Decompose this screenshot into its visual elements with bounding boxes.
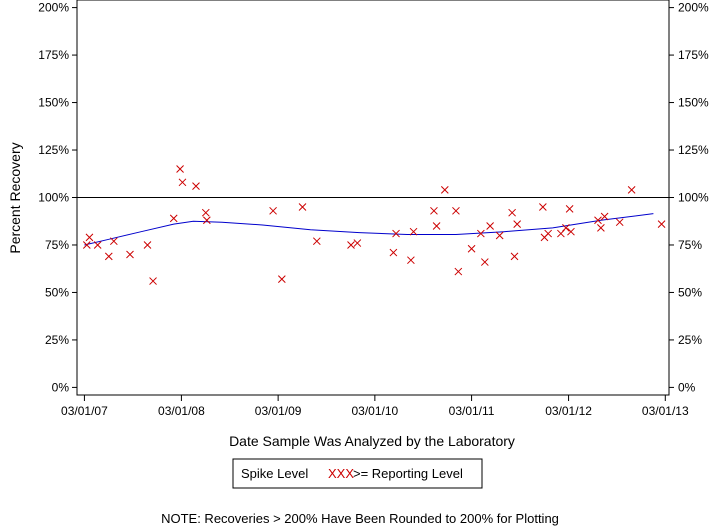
legend-symbol: XXX [328, 466, 354, 481]
data-point [454, 267, 463, 276]
data-point [544, 229, 553, 238]
data-point [201, 208, 210, 217]
data-point [126, 250, 134, 259]
x-tick-label: 03/01/11 [449, 404, 495, 418]
x-tick-label: 03/01/07 [61, 404, 108, 418]
data-point [149, 277, 157, 285]
y-tick-label-left: 0% [52, 380, 70, 394]
data-point [495, 231, 504, 240]
data-point [657, 220, 666, 228]
y-tick-label-left: 150% [38, 96, 69, 110]
data-point [627, 186, 636, 194]
data-point [565, 205, 574, 213]
data-point [600, 212, 609, 221]
data-point [486, 222, 494, 230]
y-tick-label-left: 50% [45, 285, 69, 299]
y-tick-label-right: 50% [678, 285, 702, 299]
data-point [513, 220, 522, 228]
y-ticks-left: 0% 25% 50% 75% 100% 125% 150% 175% 200% [38, 1, 77, 394]
data-point [597, 224, 605, 232]
x-tick-label: 03/01/09 [255, 404, 302, 418]
data-point [562, 224, 570, 232]
legend-entry-label: >= Reporting Level [353, 466, 463, 481]
x-tick-label: 03/01/08 [158, 404, 205, 418]
y-tick-label-right: 200% [678, 1, 709, 15]
data-point [277, 275, 286, 284]
x-tick-label: 03/01/12 [545, 404, 592, 418]
data-point [467, 244, 476, 253]
data-points [82, 165, 666, 285]
data-point [82, 241, 91, 249]
data-point [594, 216, 602, 225]
data-point [202, 216, 211, 225]
trend-line [84, 213, 654, 246]
data-point [176, 165, 184, 173]
data-point [508, 208, 516, 217]
y-tick-label-left: 75% [45, 238, 69, 252]
y-tick-label-right: 25% [678, 333, 702, 347]
data-point [476, 229, 485, 238]
data-point [178, 178, 187, 187]
data-point [480, 258, 489, 266]
data-point [392, 229, 400, 238]
plot-note: NOTE: Recoveries > 200% Have Been Rounde… [161, 511, 559, 526]
x-tick-label: 03/01/13 [642, 404, 689, 418]
legend: Spike Level XXX >= Reporting Level [232, 458, 483, 489]
y-ticks-right: 0% 25% 50% 75% 100% 125% 150% 175% 200% [669, 1, 709, 394]
data-point [539, 203, 547, 211]
y-tick-label-left: 200% [38, 1, 69, 15]
data-point [432, 222, 441, 230]
data-point [298, 203, 307, 211]
data-point [615, 218, 624, 227]
y-axis-title: Percent Recovery [7, 142, 23, 253]
data-point [143, 241, 152, 249]
data-point [510, 252, 519, 261]
x-ticks: 03/01/07 03/01/08 03/01/09 03/01/10 03/01/11… [61, 395, 689, 418]
data-point [567, 227, 575, 236]
data-point [407, 256, 415, 265]
y-tick-label-left: 100% [38, 191, 69, 205]
x-tick-label: 03/01/10 [351, 404, 398, 418]
data-point [409, 227, 418, 236]
data-point [85, 233, 94, 242]
data-point [347, 241, 355, 249]
data-point [430, 206, 438, 215]
data-point [389, 248, 398, 257]
x-axis-title: Date Sample Was Analyzed by the Laborato… [229, 433, 515, 449]
data-point [104, 252, 113, 261]
data-point [93, 241, 102, 249]
y-tick-label-right: 0% [678, 380, 696, 394]
data-point [269, 206, 277, 215]
legend-title: Spike Level [241, 466, 308, 481]
data-point [312, 237, 321, 246]
legend-box [232, 458, 483, 489]
y-tick-label-right: 150% [678, 96, 709, 110]
data-point [353, 239, 362, 247]
data-point [192, 182, 200, 190]
y-tick-label-right: 100% [678, 191, 709, 205]
y-tick-label-right: 175% [678, 48, 709, 62]
y-tick-label-left: 125% [38, 143, 69, 157]
y-tick-label-right: 75% [678, 238, 702, 252]
data-point [169, 214, 178, 223]
y-tick-label-right: 125% [678, 143, 709, 157]
y-tick-label-left: 25% [45, 333, 69, 347]
data-point [109, 237, 118, 246]
data-point [440, 186, 449, 194]
data-point [452, 206, 460, 215]
y-tick-label-left: 175% [38, 48, 69, 62]
